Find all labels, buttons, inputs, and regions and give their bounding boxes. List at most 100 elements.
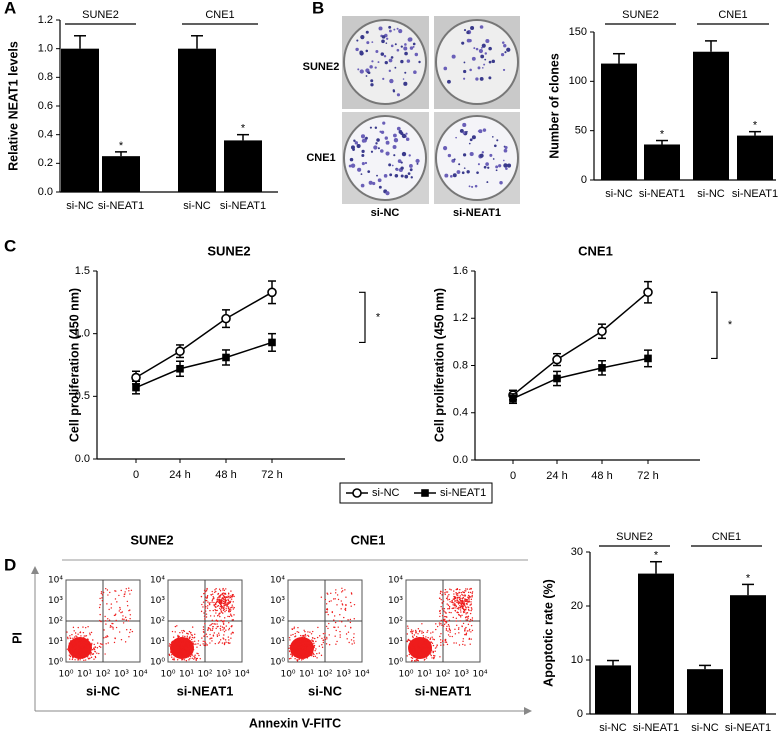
event-dot (468, 638, 470, 641)
event-dot (344, 609, 347, 611)
event-dot (462, 638, 465, 640)
event-dot (452, 607, 455, 609)
event-dot (423, 650, 425, 652)
event-dot (294, 658, 296, 660)
event-dot (214, 609, 216, 611)
event-dot (433, 638, 435, 641)
event-dot (84, 659, 87, 661)
event-dot (202, 601, 205, 603)
event-dot (230, 609, 232, 611)
event-dot (459, 595, 462, 597)
event-dot (468, 599, 470, 601)
event-dot (219, 627, 221, 630)
event-dot (112, 628, 114, 630)
event-dot (69, 641, 72, 644)
event-dot (211, 601, 213, 603)
event-dot (411, 648, 414, 651)
event-dot (200, 610, 203, 613)
event-dot (103, 629, 105, 631)
bar (178, 48, 216, 192)
event-dot (78, 645, 80, 647)
row-label: SUNE2 (303, 61, 340, 73)
event-dot (219, 596, 221, 598)
colony-spot (361, 162, 365, 166)
event-dot (470, 631, 472, 633)
event-dot (325, 625, 328, 628)
axis-arrow (524, 707, 532, 715)
significance-bracket (711, 291, 718, 360)
colony-spot (503, 163, 508, 168)
event-dot (429, 637, 432, 639)
event-dot (415, 637, 417, 640)
event-dot (172, 653, 175, 656)
event-dot (462, 608, 465, 610)
event-dot (306, 646, 308, 649)
event-dot (181, 653, 184, 655)
colony-spot (481, 43, 486, 48)
event-dot (80, 637, 83, 639)
event-dot (296, 651, 299, 653)
event-dot (290, 634, 292, 636)
event-dot (422, 647, 424, 649)
event-dot (421, 623, 423, 625)
event-dot (332, 598, 335, 600)
colony-spot (403, 46, 408, 51)
event-dot (212, 628, 214, 630)
colony-spot (443, 66, 448, 71)
event-dot (176, 659, 179, 661)
event-dot (466, 588, 469, 590)
event-dot (191, 651, 194, 653)
event-dot (84, 635, 86, 637)
event-dot (345, 633, 348, 635)
event-dot (77, 646, 80, 649)
event-dot (228, 615, 231, 618)
event-dot (222, 602, 224, 605)
event-dot (469, 643, 471, 645)
colony-spot (412, 42, 416, 46)
event-dot (470, 607, 473, 609)
event-dot (449, 601, 451, 603)
event-dot (294, 632, 296, 635)
event-dot (445, 612, 447, 614)
event-dot (450, 611, 452, 614)
event-dot (456, 599, 459, 601)
event-dot (114, 590, 116, 592)
event-dot (222, 606, 224, 608)
event-dot (290, 652, 293, 654)
event-dot (322, 639, 325, 641)
event-dot (317, 626, 319, 629)
colony-spot (380, 149, 384, 153)
event-dot (307, 652, 310, 655)
event-dot (316, 657, 318, 659)
event-dot (466, 602, 468, 605)
event-dot (302, 643, 305, 646)
event-dot (187, 637, 189, 639)
event-dot (463, 601, 465, 603)
event-dot (467, 615, 470, 618)
event-dot (99, 643, 102, 645)
event-dot (214, 602, 217, 605)
event-dot (212, 609, 214, 612)
series-line (512, 291, 649, 396)
event-dot (292, 648, 294, 650)
event-dot (215, 619, 218, 621)
colony-spot (412, 45, 415, 48)
event-dot (69, 637, 72, 640)
flow-tick-label: 10¹ (48, 637, 63, 647)
event-dot (124, 616, 127, 619)
colony-spot (415, 158, 420, 164)
event-dot (468, 597, 470, 600)
event-dot (227, 598, 229, 601)
colony-spot (366, 71, 369, 74)
event-dot (467, 617, 469, 619)
event-dot (409, 650, 412, 652)
event-dot (223, 617, 226, 619)
event-dot (439, 635, 441, 638)
event-dot (466, 616, 468, 618)
event-dot (81, 648, 84, 650)
event-dot (466, 630, 469, 632)
event-dot (468, 630, 470, 632)
event-dot (119, 606, 121, 609)
colony-spot (392, 145, 397, 150)
event-dot (124, 593, 126, 595)
